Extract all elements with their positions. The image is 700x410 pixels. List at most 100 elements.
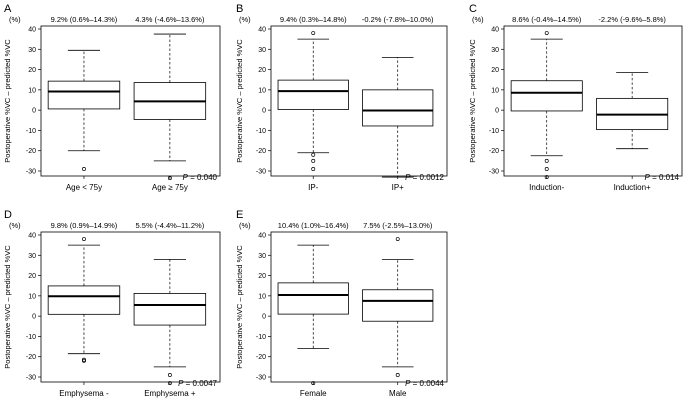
outlier-point [544,158,549,163]
iqr-box [47,285,121,315]
iqr-box [133,293,207,326]
group-stat-label: 9.8% (0.9%–14.9%) [51,221,118,230]
y-tick-label: 40 [28,27,36,34]
y-unit-label: (%) [239,221,251,230]
group-stat-label: -0.2% (-7.8%–10.0%) [362,15,434,24]
p-value-annotation: P = 0.040 [183,173,218,182]
plot-frame [40,25,221,177]
y-tick-label: 0 [32,108,36,115]
outlier-point [82,167,86,171]
group-stat-label: 10.4% (1.0%–16.4%) [278,221,349,230]
box-2 [133,33,207,181]
y-tick-label: -30 [26,375,36,382]
panel-label: B [236,3,243,15]
y-unit-label: (%) [472,15,484,24]
outlier-point [82,358,86,363]
iqr-box [47,80,121,110]
p-value-number: = 0.014 [650,173,680,182]
box-1 [47,49,121,171]
y-tick-label: -10 [26,334,36,341]
y-tick-label: 10 [28,293,36,300]
y-tick-label: -20 [26,354,36,361]
y-axis-title: Postoperative %VC – predicted %VC [3,245,12,369]
box-1 [277,31,349,171]
plot-frame [270,25,448,177]
plot-frame [40,231,221,383]
y-tick-label: -30 [489,169,499,176]
y-tick-label: 10 [28,87,36,94]
p-value-symbol: P [405,379,411,388]
iqr-box [277,282,349,315]
y-tick-label: 10 [258,293,266,300]
y-tick-label: 20 [28,67,36,74]
group-stat-label: 9.4% (0.3%–14.8%) [280,15,347,24]
y-tick-label: 40 [258,233,266,240]
y-tick-label: -20 [489,148,499,155]
x-category-label: Induction+ [614,183,651,192]
y-tick-label: 30 [28,253,36,260]
y-tick-label: 0 [262,108,266,115]
x-category-label: Male [389,389,407,398]
p-value-symbol: P [405,173,411,182]
group-stat-label: -2.2% (-9.6%–5.8%) [598,15,666,24]
box-2 [362,57,434,178]
box-2 [362,237,434,377]
iqr-box [277,79,349,110]
outlier-point [311,158,316,163]
y-tick-label: 10 [258,87,266,94]
p-value-symbol: P [645,173,651,182]
y-tick-label: 30 [491,47,499,54]
y-axis-title: Postoperative %VC – predicted %VC [235,39,244,163]
panel-label: E [236,209,243,221]
chart-panel-e: E(%) -30 -20 -10 0 10 20 30 40 Postoperative %VC … [235,209,448,398]
y-tick-label: 0 [495,108,499,115]
y-axis-title: Postoperative %VC – predicted %VC [3,39,12,163]
y-tick-label: 20 [491,67,499,74]
y-tick-label: 40 [28,233,36,240]
box-2 [596,72,669,150]
x-category-label: Emphysema + [144,389,196,398]
chart-panel-a: A(%) -30 -20 -10 0 10 20 30 40 Postoperative %VC … [3,3,221,192]
chart-panel-d: D(%) -30 -20 -10 0 10 20 30 40 Postoperative %VC … [3,209,221,398]
y-tick-label: 20 [258,273,266,280]
box-1 [47,237,121,363]
y-tick-label: 40 [258,27,266,34]
group-stat-label: 4.3% (-4.6%–13.6%) [135,15,205,24]
iqr-box [362,89,434,127]
group-stat-label: 5.5% (-4.4%–11.2%) [136,221,205,230]
y-tick-label: -10 [256,128,266,135]
x-category-label: Age ≥ 75y [152,183,188,192]
outlier-point [311,152,316,157]
group-stat-label: 9.2% (0.6%–14.3%) [51,15,118,24]
y-axis-title: Postoperative %VC – predicted %VC [235,245,244,369]
box-1 [277,244,349,386]
y-tick-label: 30 [28,47,36,54]
p-value-annotation: P = 0.014 [645,173,680,182]
y-unit-label: (%) [9,15,21,24]
chart-panel-b: B(%) -30 -20 -10 0 10 20 30 40 Postoperative %VC … [235,3,448,192]
y-tick-label: 40 [491,27,499,34]
p-value-symbol: P [183,173,189,182]
y-unit-label: (%) [239,15,251,24]
y-tick-label: -20 [256,148,266,155]
y-tick-label: -20 [256,354,266,361]
x-category-label: Female [300,389,327,398]
outlier-point [395,373,400,377]
y-tick-label: 20 [258,67,266,74]
panel-label: C [469,3,477,15]
plot-frame [270,231,448,383]
y-unit-label: (%) [9,221,21,230]
y-tick-label: 10 [491,87,499,94]
p-value-annotation: P = 0.0012 [405,173,444,182]
outlier-point [167,373,172,377]
y-tick-label: -10 [26,128,36,135]
x-category-label: Induction- [529,183,564,192]
y-tick-label: -10 [256,334,266,341]
y-tick-label: 0 [32,314,36,321]
p-value-number: = 0.040 [188,173,218,182]
x-category-label: IP- [308,183,319,192]
panel-label: D [4,209,12,221]
y-tick-label: -30 [26,169,36,176]
iqr-box [510,80,583,112]
